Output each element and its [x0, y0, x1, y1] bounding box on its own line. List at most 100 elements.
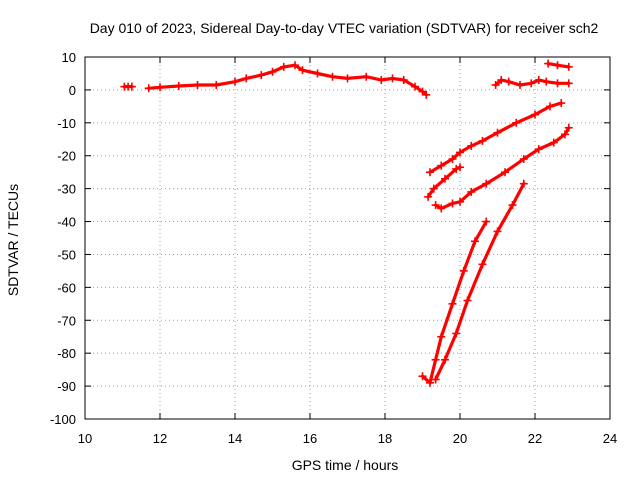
data-point	[268, 67, 277, 76]
data-point	[564, 79, 573, 88]
series-sat-8	[418, 217, 491, 387]
data-point	[431, 201, 440, 210]
plot-frame	[84, 56, 611, 420]
data-point	[422, 90, 431, 99]
data-point	[519, 155, 528, 164]
x-tick-label: 12	[153, 431, 167, 446]
data-point	[431, 355, 440, 364]
series-trace	[434, 182, 526, 382]
data-point	[508, 201, 517, 210]
data-point	[482, 217, 491, 226]
data-point	[418, 372, 427, 381]
y-tick-label: -20	[57, 149, 76, 164]
data-point	[127, 82, 136, 91]
series-sat-5	[426, 99, 566, 177]
y-tick-label: -50	[57, 247, 76, 262]
data-point	[471, 237, 479, 246]
data-point	[467, 141, 476, 150]
data-point	[512, 118, 521, 127]
grid-lines	[85, 57, 610, 419]
data-point	[456, 163, 464, 172]
data-point	[504, 77, 513, 86]
data-point	[448, 299, 457, 308]
data-point	[564, 123, 573, 132]
data-point	[388, 74, 397, 83]
data-point	[531, 110, 539, 119]
data-point	[424, 192, 433, 201]
y-tick-label: -60	[57, 280, 76, 295]
data-point	[493, 128, 502, 137]
data-point	[437, 332, 446, 341]
series-sat-9	[431, 179, 528, 384]
data-point	[144, 84, 153, 93]
data-point	[343, 74, 352, 83]
data-point	[411, 82, 419, 91]
data-point	[463, 296, 472, 305]
data-point	[544, 59, 553, 68]
data-series	[120, 59, 573, 387]
data-point	[467, 187, 476, 196]
data-point	[519, 179, 528, 188]
series-trace	[420, 219, 488, 385]
data-point	[456, 148, 464, 157]
data-point	[242, 74, 251, 83]
data-point	[298, 66, 307, 75]
data-point	[437, 161, 446, 170]
chart-title: Day 010 of 2023, Sidereal Day-to-day VTE…	[90, 20, 599, 36]
y-tick-label: 10	[62, 50, 76, 65]
x-tick-label: 10	[78, 431, 92, 446]
data-point	[501, 168, 509, 177]
data-point	[534, 145, 543, 154]
data-point	[426, 168, 434, 177]
y-axis-label: SDTVAR / TECUs	[5, 184, 21, 296]
data-point	[313, 69, 322, 78]
data-point	[279, 62, 288, 71]
data-point	[174, 81, 183, 90]
data-point	[549, 138, 558, 147]
data-point	[441, 174, 449, 183]
data-point	[478, 136, 487, 145]
data-point	[441, 355, 449, 364]
data-point	[328, 72, 337, 81]
data-point	[557, 99, 566, 108]
series-sat-4	[544, 59, 573, 71]
series-sat-2	[144, 61, 431, 99]
data-point	[429, 184, 438, 193]
data-point	[516, 80, 524, 89]
data-point	[437, 204, 446, 213]
y-tick-label: 0	[69, 83, 76, 98]
data-point	[231, 77, 239, 86]
data-point	[564, 62, 573, 71]
series-trace	[428, 101, 563, 174]
data-point	[553, 61, 562, 70]
x-tick-label: 20	[453, 431, 467, 446]
data-point	[362, 72, 371, 81]
series-sat-3	[491, 76, 573, 89]
data-point	[553, 79, 562, 88]
data-point	[497, 76, 506, 85]
data-point	[212, 80, 221, 89]
data-point	[291, 61, 299, 70]
data-point	[452, 329, 461, 338]
series-sat-6	[424, 163, 464, 201]
data-point	[448, 199, 457, 208]
data-point	[534, 76, 543, 85]
y-tick-label: -90	[57, 379, 76, 394]
data-point	[493, 227, 502, 236]
series-trace	[147, 63, 428, 97]
data-point	[459, 266, 468, 275]
data-point	[561, 130, 569, 139]
axis-ticks: 10 12 14 16 18 20 22 24 10 0 -10 -20 -30 -40 -50 -60 -70…	[50, 50, 617, 446]
data-point	[431, 375, 440, 384]
y-tick-label: -80	[57, 346, 76, 361]
y-tick-label: -40	[57, 215, 76, 230]
data-point	[546, 102, 554, 111]
data-point	[377, 76, 386, 85]
x-axis-label: GPS time / hours	[292, 457, 399, 473]
data-point	[156, 83, 164, 92]
data-point	[456, 197, 464, 206]
data-point	[527, 79, 536, 88]
x-tick-label: 24	[603, 431, 617, 446]
y-tick-label: -70	[57, 313, 76, 328]
